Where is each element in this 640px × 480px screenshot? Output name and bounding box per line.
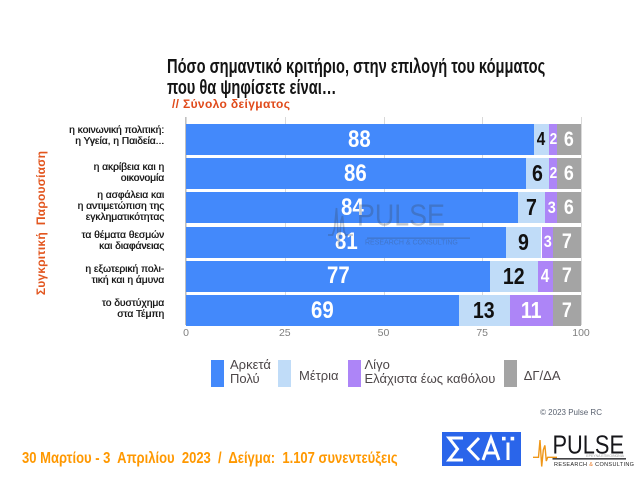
svg-text:RESEARCH & CONSULTING: RESEARCH & CONSULTING [365,240,458,247]
svg-text:ΕΡΕΥΝΑ ΕΠΙΚΟΙΝΩΝΙΑ: ΕΡΕΥΝΑ ΕΠΙΚΟΙΝΩΝΙΑ [586,454,624,458]
svg-text:PULSE: PULSE [357,199,445,233]
svg-text:PULSE: PULSE [553,432,624,460]
svg-text:RESEARCH & CONSULTING: RESEARCH & CONSULTING [554,462,634,468]
